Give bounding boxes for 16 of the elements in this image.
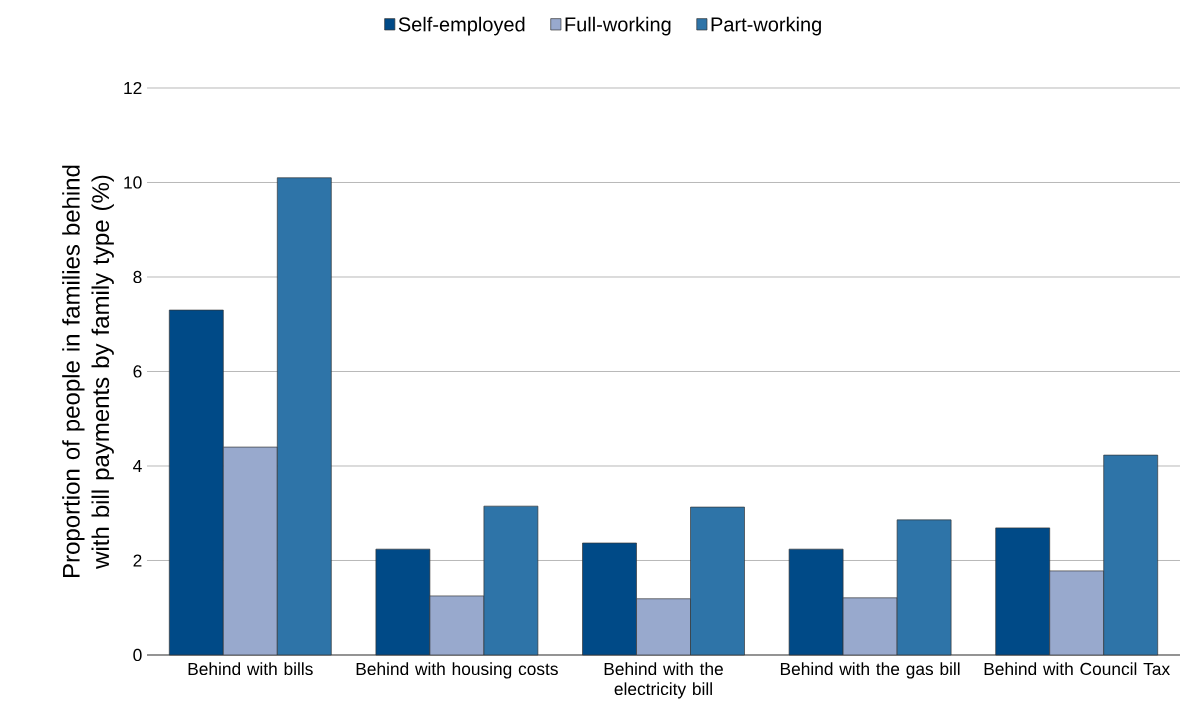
x-tick-label: Behind with the electricity bill <box>604 662 723 699</box>
x-tick-label: Behind with bills <box>188 662 313 676</box>
legend-label: Part-working <box>711 16 821 36</box>
y-tick-label: 8 <box>133 270 142 284</box>
y-tick-label: 2 <box>133 554 142 567</box>
y-tick-label: 0 <box>133 648 142 662</box>
y-tick-label: 12 <box>124 81 142 95</box>
y-axis-title: Proportion of people in families behind with bill payments by family type (%) <box>62 165 114 577</box>
x-tick-label: Behind with Council Tax <box>984 662 1170 676</box>
legend-label: Self-employed <box>398 16 525 36</box>
y-tick-label: 6 <box>133 365 142 378</box>
x-tick-label: Behind with housing costs <box>356 662 558 679</box>
y-tick-label: 10 <box>124 176 142 189</box>
legend-label: Full-working <box>565 16 671 36</box>
x-tick-label: Behind with the gas bill <box>780 662 960 679</box>
y-tick-label: 4 <box>133 460 142 472</box>
